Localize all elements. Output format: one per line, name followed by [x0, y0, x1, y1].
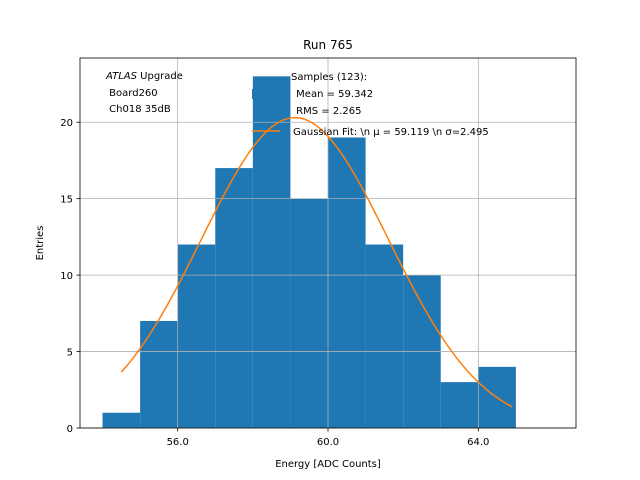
y-tick-label-1: 5 — [67, 348, 73, 359]
legend-entry-fit: Gaussian Fit: \n μ = 59.119 \n σ=2.495 — [293, 127, 489, 138]
bar-bin-4 — [252, 76, 291, 428]
bar-bin-3 — [215, 168, 253, 428]
x-tick-label-1: 60.0 — [317, 437, 339, 448]
y-tick-label-3: 15 — [60, 195, 73, 206]
x-tick-label-2: 64.0 — [467, 437, 489, 448]
fit-line — [120, 116, 513, 408]
channel-label: Ch018 35dB — [106, 104, 171, 115]
bar-bin-1 — [140, 320, 178, 428]
atlas-suffix: Upgrade — [137, 71, 183, 82]
y-tick-label-2: 10 — [60, 271, 73, 282]
legend-samples-line-2: RMS = 2.265 — [293, 106, 361, 117]
legend-samples-line-1: Mean = 59.342 — [293, 89, 373, 100]
gaussian-fit — [120, 116, 513, 408]
atlas-italic: ATLAS — [105, 71, 138, 82]
bar-bin-9 — [440, 382, 479, 428]
atlas-label: ATLAS Upgrade — [105, 71, 183, 82]
x-tick-label-0: 56.0 — [167, 437, 189, 448]
y-axis-label: Entries — [35, 226, 46, 261]
bar-bin-5 — [290, 198, 328, 428]
bar-bin-0 — [102, 412, 141, 428]
legend-entry-samples: Samples (123): Mean = 59.342 RMS = 2.265 — [291, 72, 373, 117]
chart-title: Run 765 — [303, 38, 353, 52]
histogram-bars — [102, 76, 516, 428]
bar-bin-6 — [328, 137, 366, 428]
board-label: Board260 — [106, 88, 158, 99]
legend-swatch-samples — [252, 89, 280, 99]
legend: Samples (123): Mean = 59.342 RMS = 2.265… — [252, 72, 489, 138]
x-axis-label: Energy [ADC Counts] — [275, 459, 381, 470]
axis-ticks: 56.0 60.0 64.0 0 5 10 15 20 — [60, 118, 489, 448]
legend-samples-line-0: Samples (123): — [291, 72, 367, 83]
bar-bin-7 — [365, 244, 404, 428]
y-tick-label-4: 20 — [60, 118, 73, 129]
bar-bin-2 — [177, 244, 216, 428]
y-tick-label-0: 0 — [67, 424, 73, 435]
